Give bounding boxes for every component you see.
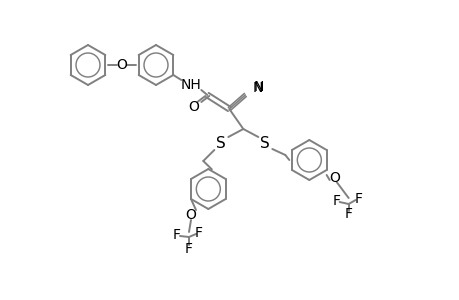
- Text: F: F: [344, 207, 352, 221]
- Text: NH: NH: [180, 78, 201, 92]
- Text: O: O: [329, 171, 339, 185]
- Text: F: F: [354, 192, 362, 206]
- Text: O: O: [185, 208, 196, 222]
- Text: S: S: [260, 136, 269, 151]
- Text: N: N: [252, 81, 262, 95]
- Text: F: F: [173, 228, 180, 242]
- Text: F: F: [195, 226, 202, 240]
- Text: O: O: [187, 100, 198, 114]
- Text: F: F: [332, 194, 340, 208]
- Text: F: F: [185, 242, 193, 256]
- Text: N: N: [252, 80, 263, 94]
- Text: S: S: [216, 136, 226, 151]
- Text: O: O: [116, 58, 127, 72]
